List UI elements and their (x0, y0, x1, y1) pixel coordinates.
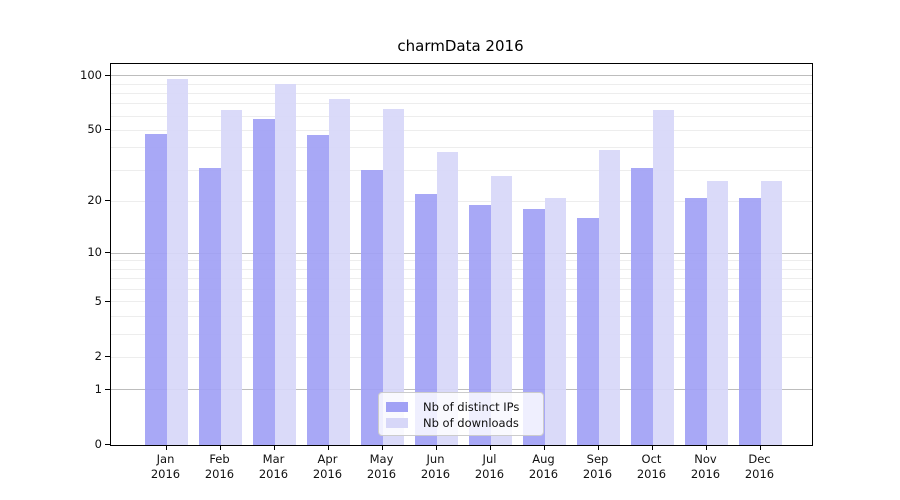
x-tick-mark (543, 445, 545, 450)
gridline-minor (111, 288, 812, 290)
x-tick-label: Mar 2016 (258, 452, 289, 481)
y-tick-label: 50 (87, 122, 102, 137)
chart-title: charmData 2016 (397, 37, 524, 55)
y-tick-mark (105, 388, 110, 390)
legend-entry-downloads: Nb of downloads (386, 415, 543, 431)
bar-distinct-ips (469, 205, 491, 445)
bar-downloads (598, 149, 620, 445)
legend-swatch-distinct-ips (386, 402, 408, 412)
y-tick-mark (105, 444, 110, 445)
y-tick-label: 1 (94, 381, 102, 396)
x-tick-label: Feb 2016 (204, 452, 235, 481)
gridline-minor (111, 200, 812, 202)
y-tick-mark (105, 356, 110, 358)
x-tick-mark (651, 445, 653, 450)
x-tick-mark (273, 445, 275, 450)
legend: Nb of distinct IPs Nb of downloads (378, 392, 544, 436)
bar-downloads (760, 181, 782, 445)
legend-label-downloads: Nb of downloads (423, 416, 519, 430)
bar-distinct-ips (199, 167, 221, 445)
bar-distinct-ips (523, 209, 545, 445)
x-tick-label: Jan 2016 (150, 452, 181, 481)
bar-distinct-ips (307, 135, 329, 445)
bar-distinct-ips (577, 218, 599, 445)
bar-downloads (490, 175, 512, 445)
legend-entry-distinct-ips: Nb of distinct IPs (386, 399, 543, 415)
gridline-minor (111, 278, 812, 280)
bar-distinct-ips (631, 167, 653, 445)
y-tick-label: 0 (94, 437, 102, 451)
y-tick-label: 100 (80, 67, 102, 82)
x-tick-mark (597, 445, 599, 450)
y-tick-mark (105, 74, 110, 76)
bar-distinct-ips (415, 194, 437, 445)
x-tick-mark (165, 445, 167, 450)
x-tick-label: Jun 2016 (420, 452, 451, 481)
x-tick-mark (705, 445, 707, 450)
gridline-minor (111, 169, 812, 171)
y-tick-mark (105, 200, 110, 202)
gridline-minor (111, 92, 812, 94)
x-tick-label: Aug 2016 (528, 452, 559, 481)
gridline-major (111, 75, 812, 77)
y-tick-mark (105, 129, 110, 131)
y-tick-label: 2 (94, 349, 102, 364)
gridline-minor (111, 147, 812, 149)
gridline-minor (111, 315, 812, 317)
x-tick-mark (489, 445, 491, 450)
bar-distinct-ips (361, 170, 383, 445)
gridline-minor (111, 333, 812, 335)
gridline-minor (111, 301, 812, 303)
x-tick-mark (219, 445, 221, 450)
y-tick-mark (105, 300, 110, 302)
x-tick-label: Oct 2016 (636, 452, 667, 481)
bar-downloads (706, 181, 728, 445)
legend-swatch-downloads (386, 418, 408, 428)
bar-downloads (652, 109, 674, 445)
bar-downloads (166, 79, 188, 445)
bar-downloads (382, 108, 404, 445)
bar-distinct-ips (739, 197, 761, 445)
x-tick-label: Sep 2016 (582, 452, 613, 481)
y-tick-label: 5 (94, 293, 102, 308)
gridline-minor (111, 260, 812, 262)
y-tick-mark (105, 252, 110, 254)
bar-distinct-ips (685, 197, 707, 445)
x-tick-mark (327, 445, 329, 450)
bar-distinct-ips (253, 118, 275, 445)
x-tick-label: Dec 2016 (744, 452, 775, 481)
gridline-minor (111, 129, 812, 131)
gridline-minor (111, 268, 812, 270)
gridline-major (111, 252, 812, 254)
bar-distinct-ips (145, 133, 167, 445)
gridline-minor (111, 103, 812, 105)
bar-downloads (274, 84, 296, 445)
bar-downloads (544, 197, 566, 445)
bar-downloads (436, 151, 458, 445)
x-tick-mark (381, 445, 383, 450)
bar-downloads (328, 98, 350, 445)
legend-label-distinct-ips: Nb of distinct IPs (423, 400, 520, 414)
gridline-major (111, 389, 812, 391)
x-tick-mark (435, 445, 437, 450)
y-tick-label: 10 (87, 245, 102, 260)
bar-downloads (220, 109, 242, 445)
gridline-minor (111, 83, 812, 85)
gridline-minor (111, 115, 812, 117)
gridline-minor (111, 356, 812, 358)
y-tick-label: 20 (87, 193, 102, 208)
plot-area (110, 63, 813, 446)
x-tick-label: Jul 2016 (474, 452, 505, 481)
x-tick-mark (759, 445, 761, 450)
x-tick-label: Nov 2016 (690, 452, 721, 481)
x-tick-label: May 2016 (366, 452, 397, 481)
x-tick-label: Apr 2016 (312, 452, 343, 481)
